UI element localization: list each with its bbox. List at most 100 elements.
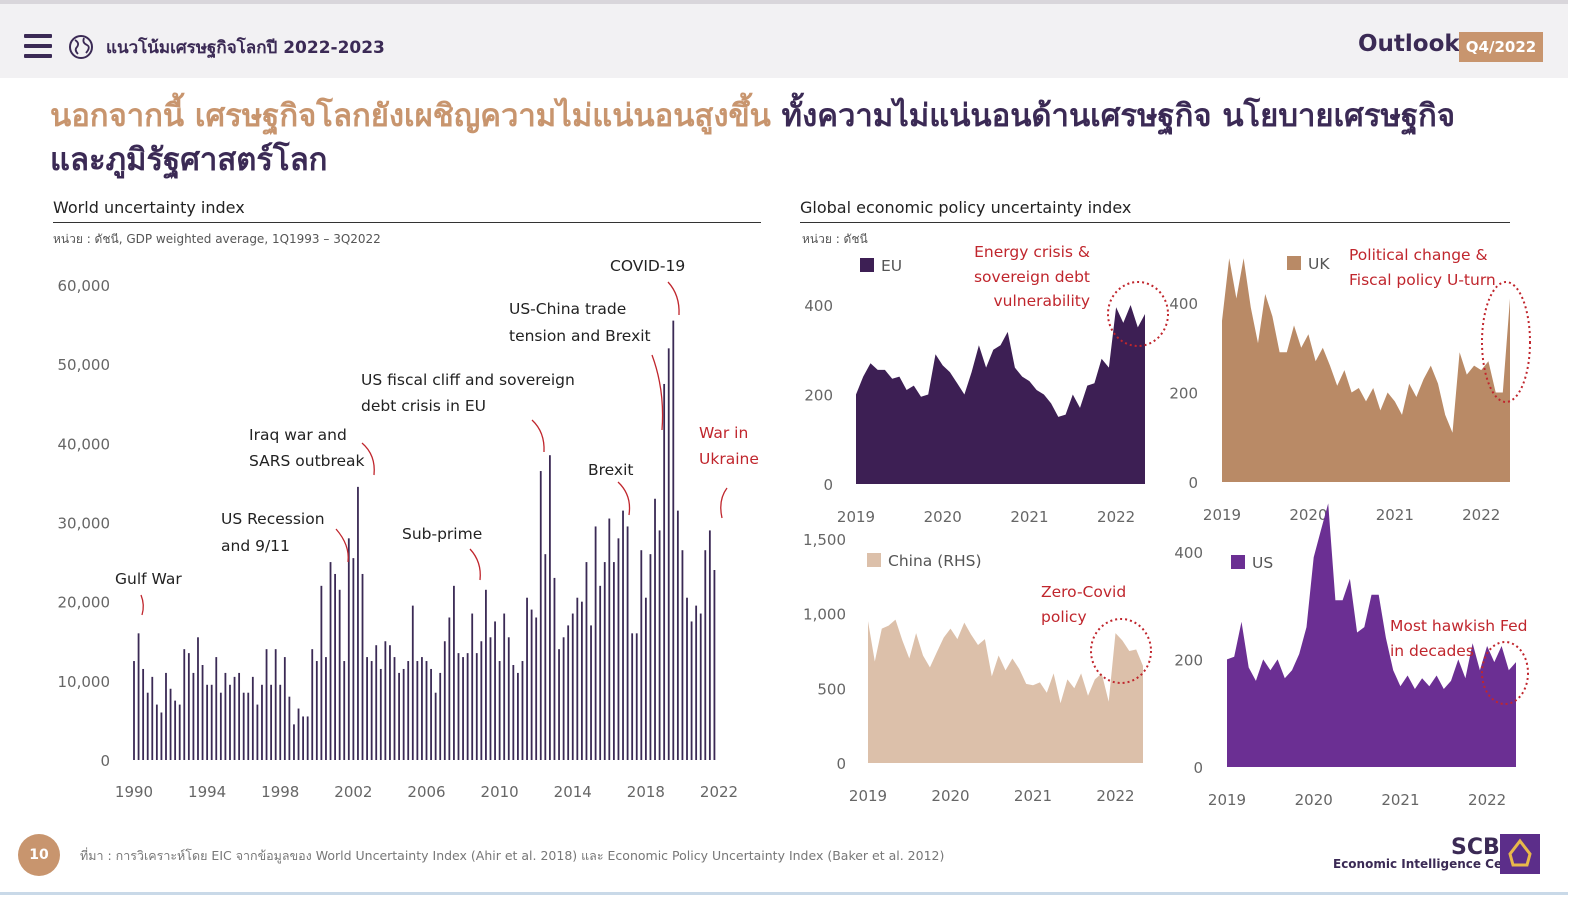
wui-bar: [384, 641, 387, 760]
wui-bar: [192, 672, 195, 760]
wui-bar: [494, 621, 496, 760]
wui-bar: [174, 700, 177, 760]
wui-bar: [306, 716, 309, 760]
wui-ytick-label: 20,000: [58, 594, 111, 612]
us-xtick-label: 2020: [1295, 791, 1333, 809]
china-ytick-label: 1,500: [803, 531, 846, 549]
wui-bar: [475, 653, 478, 760]
wui-bar: [599, 585, 602, 760]
wui-annotation-brexit: Brexit: [588, 461, 634, 479]
globe-icon: [69, 35, 93, 59]
wui-bar: [612, 562, 615, 760]
epu-panel-uk: 0 200 400 2019 2020 2021 2022 UK: [1169, 255, 1510, 524]
epu-panel-china: 0 500 1,000 1,500 2019 2020 2021 2022 China (RHS…: [803, 531, 1143, 805]
wui-bar: [649, 554, 652, 760]
epu-panel-eu: 0 200 400 2019 2020 2021 2022 EU: [804, 257, 1145, 526]
eu-xtick-label: 2020: [924, 508, 962, 526]
wui-annotation-fiscal-cliff-leader: [531, 419, 545, 453]
eu-legend-swatch: [860, 258, 874, 272]
eu-annotation-line2: sovereign debt: [974, 268, 1090, 286]
brand-name: SCB: [1451, 835, 1500, 860]
china-ytick-label: 0: [836, 755, 846, 773]
wui-annotation-ukraine-line2: Ukraine: [699, 450, 759, 468]
wui-bar: [608, 518, 611, 760]
wui-bar: [425, 661, 428, 760]
wui-bar: [635, 633, 638, 760]
hamburger-menu-icon[interactable]: [24, 34, 52, 58]
eu-annotation-line3: vulnerability: [993, 292, 1090, 310]
wui-bar: [480, 641, 483, 760]
wui-annotation-gulf-war: Gulf War: [115, 570, 182, 588]
wui-bar: [251, 676, 254, 760]
wui-annotation-gulf-war-leader: [140, 594, 144, 616]
uk-ytick-label: 400: [1169, 295, 1198, 313]
wui-bar: [590, 625, 592, 760]
eu-xtick-label: 2019: [837, 508, 875, 526]
headline-rest: ทั้งความไม่แน่นอนด้านเศรษฐกิจ นโยบายเศรษ…: [50, 98, 1455, 178]
app-title: แนวโน้มเศรษฐกิจโลกปี 2022-2023: [106, 38, 385, 58]
wui-bar: [325, 657, 327, 760]
top-bar: แนวโน้มเศรษฐกิจโลกปี 2022-2023 Outlook Q…: [0, 0, 1568, 78]
page-headline: นอกจากนี้ เศรษฐกิจโลกยังเผชิญความไม่แน่น…: [50, 94, 1490, 182]
wui-xtick-label: 2010: [481, 783, 519, 801]
china-ytick-label: 500: [817, 680, 846, 698]
us-highlight-circle: [1481, 641, 1529, 705]
wui-bar: [430, 668, 432, 760]
wui-bar: [224, 672, 227, 760]
wui-bar: [160, 712, 163, 760]
quarter-badge: Q4/2022: [1459, 32, 1543, 62]
wui-bar: [219, 692, 222, 760]
wui-bar: [690, 621, 693, 760]
wui-annotation-us-recession-line2: and 9/11: [221, 537, 290, 555]
wui-bar: [187, 653, 190, 760]
wui-bar: [402, 668, 405, 760]
wui-annotation-trade-leader: [651, 354, 664, 431]
wui-bar: [357, 486, 359, 760]
uk-xtick-label: 2021: [1376, 506, 1414, 524]
wui-bar: [416, 661, 419, 760]
uk-xtick-label: 2020: [1289, 506, 1327, 524]
wui-bar: [466, 653, 469, 760]
wui-bar: [347, 538, 350, 760]
wui-ytick-label: 60,000: [58, 277, 111, 295]
uk-legend-label: UK: [1308, 255, 1330, 273]
epu-unit-note: หน่วย : ดัชนี: [802, 232, 868, 246]
wui-bar: [558, 649, 560, 760]
china-xtick-label: 2022: [1096, 787, 1134, 805]
uk-area-series: [1222, 258, 1510, 482]
wui-bar: [585, 562, 588, 760]
wui-bar: [658, 530, 661, 760]
us-legend-label: US: [1252, 554, 1273, 572]
china-area-series: [868, 619, 1143, 763]
wui-annotation-brexit-leader: [617, 481, 631, 516]
wui-bar: [644, 597, 647, 760]
eu-legend-label: EU: [881, 257, 902, 275]
wui-bar: [571, 613, 574, 760]
wui-bar: [498, 661, 501, 760]
eu-ytick-label: 0: [823, 476, 833, 494]
wui-bar: [215, 657, 218, 760]
wui-bar: [421, 657, 423, 760]
wui-bar: [265, 649, 268, 760]
brand-subtitle: Economic Intelligence Center: [1333, 857, 1531, 871]
wui-annotation-iraq-line2: SARS outbreak: [249, 452, 365, 470]
china-xtick-label: 2019: [849, 787, 887, 805]
wui-xtick-label: 2006: [407, 783, 445, 801]
wui-bar: [462, 657, 464, 760]
wui-bar: [238, 672, 241, 760]
wui-bar: [580, 601, 583, 760]
wui-xtick-label: 2014: [554, 783, 592, 801]
wui-bar: [288, 696, 291, 760]
uk-annotation-line1: Political change &: [1349, 246, 1488, 264]
epu-title-rule: [800, 222, 1510, 223]
wui-xtick-label: 1998: [261, 783, 299, 801]
wui-bar: [389, 645, 391, 760]
uk-ytick-label: 200: [1169, 385, 1198, 403]
wui-bar: [517, 672, 519, 760]
wui-unit-note: หน่วย : ดัชนี, GDP weighted average, 1Q1…: [53, 232, 381, 246]
wui-annotation-ukraine-leader: [720, 487, 728, 519]
wui-bar: [270, 684, 273, 760]
uk-ytick-label: 0: [1188, 474, 1198, 492]
us-xtick-label: 2021: [1381, 791, 1419, 809]
eu-xtick-label: 2021: [1010, 508, 1048, 526]
